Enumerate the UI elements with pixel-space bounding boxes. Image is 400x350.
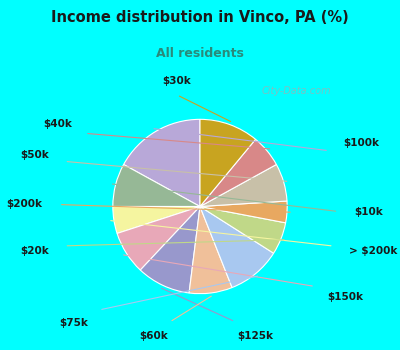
Wedge shape	[200, 119, 256, 206]
Text: $10k: $10k	[354, 207, 383, 217]
Wedge shape	[113, 206, 200, 233]
Wedge shape	[200, 139, 276, 206]
Text: $150k: $150k	[328, 292, 364, 302]
Wedge shape	[117, 206, 200, 270]
Text: $200k: $200k	[7, 199, 43, 209]
Text: $40k: $40k	[44, 119, 72, 128]
Text: $30k: $30k	[162, 76, 191, 86]
Wedge shape	[200, 206, 286, 253]
Text: Income distribution in Vinco, PA (%): Income distribution in Vinco, PA (%)	[51, 10, 349, 26]
Wedge shape	[200, 206, 274, 288]
Wedge shape	[200, 164, 287, 206]
Wedge shape	[189, 206, 232, 294]
Text: $75k: $75k	[60, 318, 88, 328]
Wedge shape	[124, 119, 200, 206]
Text: $100k: $100k	[344, 138, 380, 148]
Wedge shape	[113, 164, 200, 206]
Text: $60k: $60k	[139, 331, 168, 341]
Text: $125k: $125k	[237, 331, 273, 341]
Wedge shape	[200, 201, 287, 223]
Wedge shape	[140, 206, 200, 293]
Text: $50k: $50k	[20, 150, 49, 161]
Text: City-Data.com: City-Data.com	[261, 86, 331, 96]
Text: All residents: All residents	[156, 47, 244, 60]
Text: $20k: $20k	[20, 246, 49, 256]
Text: > $200k: > $200k	[349, 246, 397, 256]
